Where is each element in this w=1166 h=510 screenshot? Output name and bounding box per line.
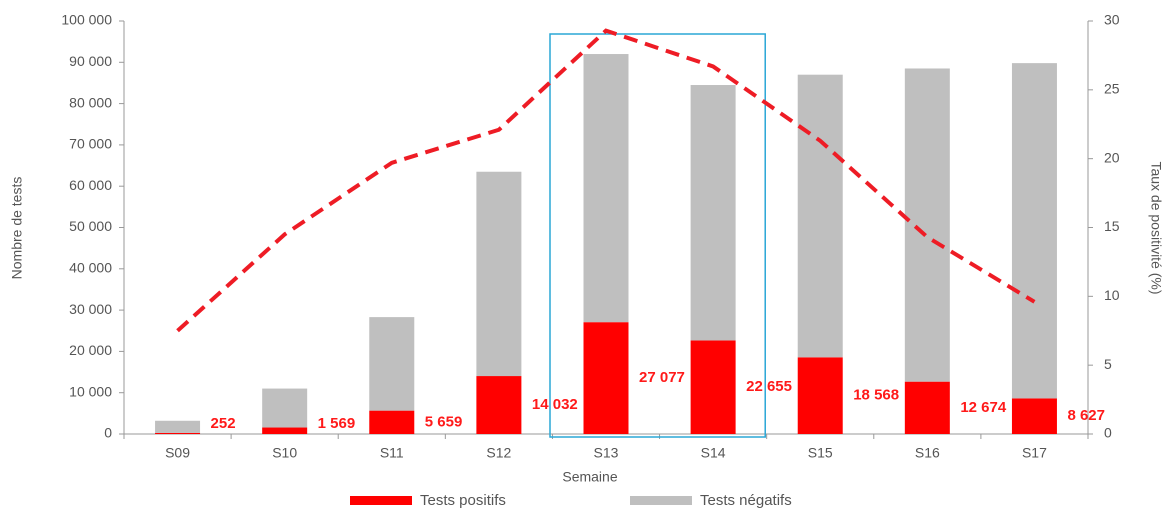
rate-line <box>176 28 1036 333</box>
y2-tick-label: 20 <box>1104 149 1120 165</box>
y-tick-label: 100 000 <box>61 12 112 28</box>
y-tick-label: 30 000 <box>69 301 112 317</box>
bar <box>262 388 308 428</box>
y-tick-label: 20 000 <box>69 342 112 358</box>
y-tick-label: 40 000 <box>69 260 112 276</box>
x-tick-label: S10 <box>272 445 297 461</box>
x-tick-label: S13 <box>594 445 619 461</box>
x-tick-label: S12 <box>486 445 511 461</box>
x-tick-label: S14 <box>701 445 726 461</box>
value-label: 22 655 <box>746 378 792 395</box>
bar <box>476 376 522 434</box>
value-label: 12 674 <box>960 399 1007 416</box>
bar <box>797 74 843 358</box>
bar <box>155 432 201 434</box>
bar <box>1011 398 1057 434</box>
y-tick-label: 70 000 <box>69 136 112 152</box>
x-tick-label: S17 <box>1022 445 1047 461</box>
x-tick-label: S11 <box>380 445 404 461</box>
bar <box>262 427 308 434</box>
x-tick-label: S16 <box>915 445 940 461</box>
y2-tick-label: 10 <box>1104 287 1120 303</box>
legend-swatch <box>630 496 692 505</box>
value-label: 5 659 <box>425 413 463 430</box>
bar <box>797 357 843 434</box>
bar <box>1011 63 1057 399</box>
highlight-box <box>549 33 766 438</box>
bar <box>690 340 736 434</box>
legend-label: Tests négatifs <box>700 492 792 509</box>
y2-axis-title: Taux de positivité (%) <box>1148 161 1164 294</box>
bar <box>369 410 415 434</box>
y-tick-label: 10 000 <box>69 383 112 399</box>
y2-tick-label: 5 <box>1104 356 1112 372</box>
bar <box>369 317 415 411</box>
value-label: 252 <box>211 415 236 432</box>
y-tick-label: 80 000 <box>69 94 112 110</box>
y-axis-title: Nombre de tests <box>9 177 25 280</box>
y-tick-label: 90 000 <box>69 53 112 69</box>
bar <box>583 54 629 323</box>
bar <box>690 85 736 341</box>
y2-tick-label: 0 <box>1104 425 1112 441</box>
bar <box>155 420 201 433</box>
value-label: 8 627 <box>1067 407 1105 424</box>
value-label: 1 569 <box>318 415 356 432</box>
x-axis-title: Semaine <box>562 469 617 485</box>
y2-tick-label: 25 <box>1104 81 1120 97</box>
x-tick-label: S09 <box>165 445 190 461</box>
value-label: 18 568 <box>853 387 899 404</box>
value-label: 14 032 <box>532 396 578 413</box>
bar <box>904 68 950 382</box>
value-label: 27 077 <box>639 369 685 386</box>
legend-label: Tests positifs <box>420 492 506 509</box>
y2-tick-label: 15 <box>1104 218 1120 234</box>
bar <box>904 381 950 434</box>
legend-swatch <box>350 496 412 505</box>
bar <box>476 171 522 377</box>
y-tick-label: 0 <box>104 425 112 441</box>
x-tick-label: S15 <box>808 445 833 461</box>
bar <box>583 322 629 434</box>
y-tick-label: 60 000 <box>69 177 112 193</box>
y2-tick-label: 30 <box>1104 12 1120 28</box>
y-tick-label: 50 000 <box>69 218 112 234</box>
